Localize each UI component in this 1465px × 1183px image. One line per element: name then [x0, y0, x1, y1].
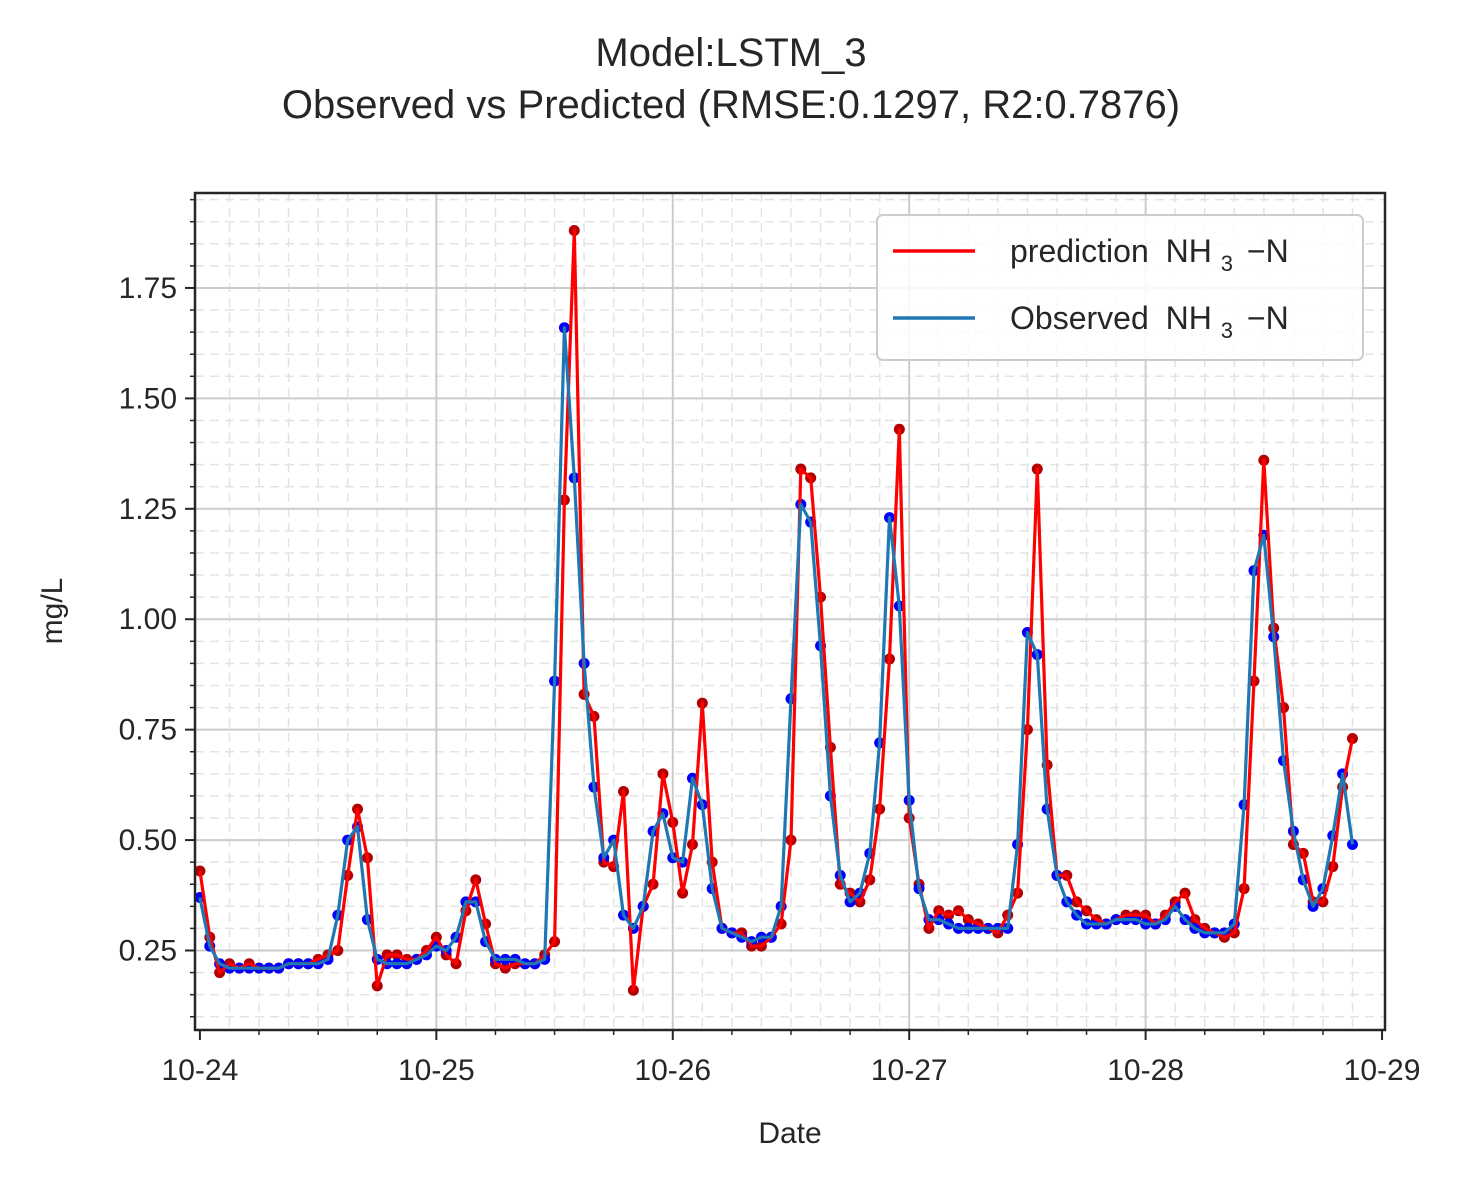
x-tick-labels: 10-24 10-25 10-26 10-27 10-28 10-29	[162, 1054, 1421, 1087]
legend-observed-chem: NH	[1166, 300, 1212, 336]
y-tick-label: 0.50	[119, 824, 177, 857]
y-tick-label: 1.50	[119, 382, 177, 415]
x-tick-label: 10-25	[398, 1054, 475, 1087]
y-axis-label: mg/L	[36, 578, 69, 645]
chart-subtitle: Observed vs Predicted (RMSE:0.1297, R2:0…	[282, 83, 1180, 127]
legend-observed-name: Observed	[1010, 300, 1149, 336]
legend-prediction-chem: NH	[1166, 233, 1212, 269]
legend-prediction-subscript: 3	[1221, 251, 1233, 276]
legend: prediction NH 3 −N Observed NH 3 −N	[876, 214, 1364, 361]
series-line-prediction	[198, 228, 1355, 992]
x-tick-label: 10-27	[871, 1054, 948, 1087]
x-tick-label: 10-24	[162, 1054, 239, 1087]
x-tick-label: 10-29	[1344, 1054, 1421, 1087]
legend-entry-prediction: prediction NH 3 −N	[1010, 233, 1289, 278]
point-prediction	[194, 865, 206, 877]
legend-entry-observed: Observed NH 3 −N	[1010, 300, 1289, 345]
y-tick-label: 0.25	[119, 934, 177, 967]
legend-prediction-name: prediction	[1010, 233, 1149, 269]
chart-title: Model:LSTM_3	[595, 31, 866, 75]
y-tick-label: 1.25	[119, 493, 177, 526]
x-tick-label: 10-26	[634, 1054, 711, 1087]
y-tick-label: 1.75	[119, 272, 177, 305]
series-line-observed	[198, 326, 1355, 970]
series-layer	[194, 225, 1358, 996]
y-tick-label: 1.00	[119, 603, 177, 636]
legend-box	[876, 214, 1364, 361]
point-prediction	[1346, 732, 1358, 744]
x-tick-label: 10-28	[1107, 1054, 1184, 1087]
legend-observed-suffix: −N	[1247, 300, 1289, 336]
y-tick-label: 0.75	[119, 714, 177, 747]
legend-observed-subscript: 3	[1221, 318, 1233, 343]
legend-prediction-suffix: −N	[1247, 233, 1289, 269]
ticks-layer	[185, 198, 1384, 1040]
plot-frame	[193, 191, 1387, 1032]
y-tick-labels: 0.25 0.50 0.75 1.00 1.25 1.50 1.75	[119, 272, 177, 968]
x-axis-label: Date	[758, 1117, 821, 1150]
